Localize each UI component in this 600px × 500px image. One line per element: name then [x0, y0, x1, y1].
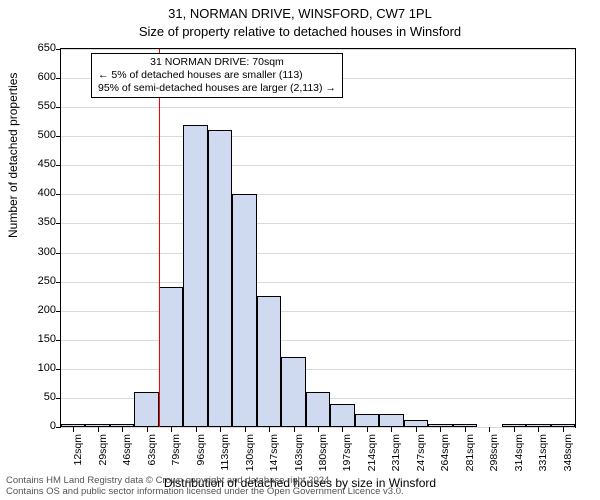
annotation-line: 95% of semi-detached houses are larger (…	[98, 82, 336, 95]
y-tick-label: 0	[24, 421, 56, 432]
y-tick-label: 400	[24, 188, 56, 199]
histogram-bar	[159, 287, 183, 427]
histogram-bar	[183, 125, 207, 427]
chart-title-address: 31, NORMAN DRIVE, WINSFORD, CW7 1PL	[0, 6, 600, 21]
histogram-bar	[281, 357, 305, 427]
histogram-bar	[355, 414, 379, 427]
y-tick-mark	[56, 194, 61, 195]
y-tick-mark	[56, 136, 61, 137]
y-tick-mark	[56, 282, 61, 283]
x-tick-mark	[147, 427, 148, 432]
histogram-bar	[257, 296, 281, 427]
y-tick-mark	[56, 107, 61, 108]
histogram-bar	[306, 392, 330, 427]
x-tick-mark	[245, 427, 246, 432]
histogram-bar	[232, 194, 256, 427]
histogram-bar	[379, 414, 403, 427]
x-tick-mark	[269, 427, 270, 432]
y-tick-mark	[56, 311, 61, 312]
annotation-line: ← 5% of detached houses are smaller (113…	[98, 69, 336, 82]
gridline-h	[61, 253, 575, 254]
reference-line	[159, 49, 160, 427]
y-tick-mark	[56, 427, 61, 428]
plot-area: 31 NORMAN DRIVE: 70sqm← 5% of detached h…	[60, 48, 576, 428]
x-tick-mark	[220, 427, 221, 432]
x-tick-mark	[342, 427, 343, 432]
x-tick-mark	[489, 427, 490, 432]
gridline-h	[61, 282, 575, 283]
y-tick-label: 50	[24, 392, 56, 403]
y-tick-mark	[56, 78, 61, 79]
gridline-h	[61, 311, 575, 312]
y-tick-label: 100	[24, 363, 56, 374]
annotation-box: 31 NORMAN DRIVE: 70sqm← 5% of detached h…	[91, 53, 343, 98]
x-tick-mark	[367, 427, 368, 432]
x-tick-mark	[196, 427, 197, 432]
y-tick-label: 150	[24, 334, 56, 345]
histogram-bar	[208, 130, 232, 427]
y-tick-mark	[56, 369, 61, 370]
annotation-line: 31 NORMAN DRIVE: 70sqm	[98, 56, 336, 69]
y-tick-mark	[56, 223, 61, 224]
y-tick-label: 200	[24, 305, 56, 316]
x-tick-mark	[440, 427, 441, 432]
x-tick-mark	[563, 427, 564, 432]
footer-line2: Contains OS and public sector informatio…	[6, 487, 404, 498]
y-tick-label: 350	[24, 217, 56, 228]
footer-attribution: Contains HM Land Registry data © Crown c…	[6, 476, 404, 498]
x-tick-mark	[514, 427, 515, 432]
gridline-h	[61, 194, 575, 195]
x-tick-mark	[73, 427, 74, 432]
x-tick-mark	[294, 427, 295, 432]
histogram-bar	[404, 420, 428, 427]
gridline-h	[61, 136, 575, 137]
histogram-bar	[134, 392, 158, 427]
y-tick-label: 300	[24, 247, 56, 258]
y-tick-mark	[56, 165, 61, 166]
y-tick-label: 500	[24, 130, 56, 141]
x-tick-mark	[122, 427, 123, 432]
x-tick-mark	[465, 427, 466, 432]
gridline-h	[61, 49, 575, 50]
x-tick-mark	[538, 427, 539, 432]
y-tick-mark	[56, 340, 61, 341]
gridline-h	[61, 340, 575, 341]
x-tick-mark	[416, 427, 417, 432]
y-tick-label: 450	[24, 159, 56, 170]
gridline-h	[61, 107, 575, 108]
x-tick-mark	[391, 427, 392, 432]
y-axis-label: Number of detached properties	[6, 73, 20, 238]
gridline-h	[61, 223, 575, 224]
gridline-h	[61, 369, 575, 370]
x-tick-mark	[171, 427, 172, 432]
y-tick-mark	[56, 49, 61, 50]
y-tick-label: 250	[24, 276, 56, 287]
chart-title-subtitle: Size of property relative to detached ho…	[0, 24, 600, 39]
gridline-h	[61, 165, 575, 166]
y-tick-mark	[56, 398, 61, 399]
y-tick-label: 550	[24, 101, 56, 112]
histogram-bar	[330, 404, 354, 427]
x-tick-mark	[98, 427, 99, 432]
y-tick-mark	[56, 253, 61, 254]
y-tick-label: 650	[24, 43, 56, 54]
x-tick-mark	[318, 427, 319, 432]
chart-container: 31, NORMAN DRIVE, WINSFORD, CW7 1PL Size…	[0, 0, 600, 500]
y-tick-label: 600	[24, 72, 56, 83]
